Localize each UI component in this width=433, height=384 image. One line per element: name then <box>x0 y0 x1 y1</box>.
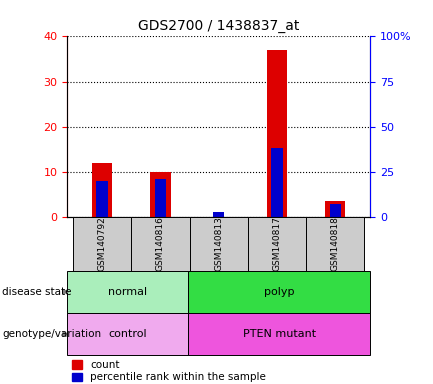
Bar <box>267 50 287 217</box>
Text: GSM140818: GSM140818 <box>331 217 340 271</box>
Bar <box>330 204 341 217</box>
Bar <box>150 172 171 217</box>
Text: control: control <box>108 329 147 339</box>
Text: PTEN mutant: PTEN mutant <box>243 329 316 339</box>
Text: GSM140817: GSM140817 <box>272 217 281 271</box>
Text: GSM140813: GSM140813 <box>214 217 223 271</box>
Bar <box>131 217 190 271</box>
Text: GSM140816: GSM140816 <box>156 217 165 271</box>
Text: normal: normal <box>108 287 147 297</box>
Text: disease state: disease state <box>2 287 72 297</box>
Bar <box>188 313 370 355</box>
Legend: count, percentile rank within the sample: count, percentile rank within the sample <box>72 361 266 382</box>
Bar <box>67 313 188 355</box>
Bar <box>271 148 283 217</box>
Bar <box>248 217 306 271</box>
Bar <box>67 271 188 313</box>
Bar <box>155 179 166 217</box>
Title: GDS2700 / 1438837_at: GDS2700 / 1438837_at <box>138 19 299 33</box>
Bar <box>306 217 365 271</box>
Text: genotype/variation: genotype/variation <box>2 329 101 339</box>
Bar <box>213 212 224 217</box>
Text: GSM140792: GSM140792 <box>97 217 107 271</box>
Text: polyp: polyp <box>264 287 294 297</box>
Bar <box>92 163 112 217</box>
Bar <box>325 201 346 217</box>
Bar <box>188 271 370 313</box>
Bar <box>73 217 131 271</box>
Bar <box>97 181 108 217</box>
Bar <box>190 217 248 271</box>
